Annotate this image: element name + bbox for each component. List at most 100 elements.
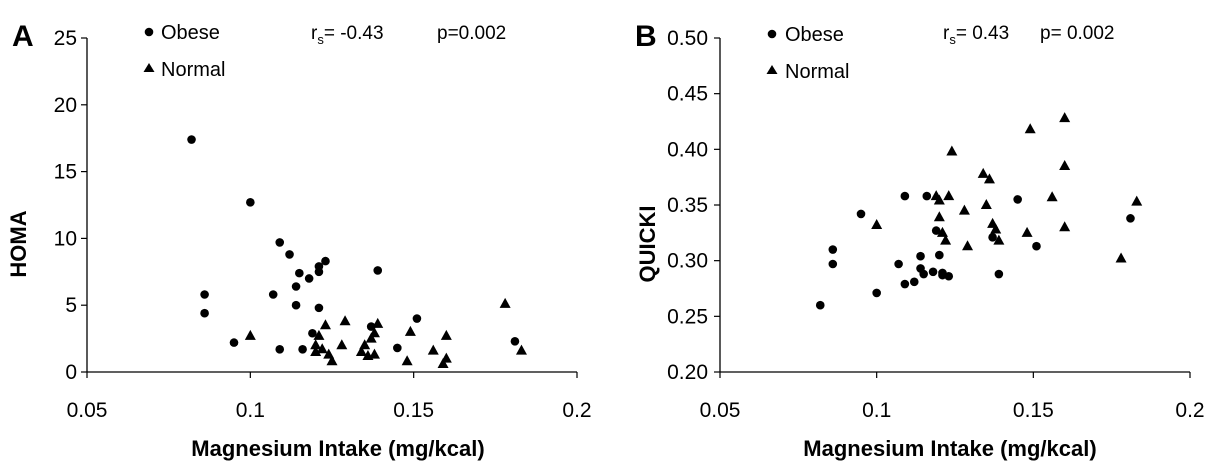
x-tick-label: 0.2 [1175, 399, 1204, 422]
x-axis-label: Magnesium Intake (mg/kcal) [191, 436, 484, 461]
obese-point [916, 251, 925, 261]
panel-letter: A [12, 20, 34, 53]
obese-point [944, 271, 954, 281]
y-tick-labels: 0.20 0.25 0.30 0.35 0.40 0.45 0.50 [667, 27, 708, 384]
y-tick-label: 10 [54, 227, 77, 250]
normal-point [404, 325, 416, 336]
data-points [815, 112, 1143, 310]
obese-point [856, 209, 866, 219]
normal-point [1115, 252, 1127, 263]
normal-point [313, 329, 325, 340]
obese-point [393, 343, 402, 353]
x-tick-label: 0.15 [1013, 399, 1054, 422]
obese-point [815, 300, 825, 310]
obese-point [295, 268, 304, 278]
obese-point [321, 256, 330, 266]
legend-obese-marker [767, 29, 777, 39]
rs-prefix: r [311, 23, 318, 44]
normal-point [368, 348, 380, 359]
normal-point [515, 344, 527, 355]
obese-point [373, 266, 383, 275]
normal-point [1059, 160, 1071, 171]
panel-a: A 0.05 0.1 0.15 0.2 0 5 10 15 20 25 Magnesium In… [6, 20, 592, 461]
normal-point [933, 211, 945, 222]
obese-point [1013, 195, 1022, 204]
normal-point [319, 319, 331, 330]
normal-point [310, 339, 322, 350]
y-tick-label: 5 [65, 294, 77, 317]
obese-point [919, 269, 928, 279]
normal-point [339, 315, 351, 326]
obese-point [1032, 241, 1041, 251]
normal-point [336, 339, 348, 350]
legend-obese-label: Obese [785, 24, 844, 46]
data-points [187, 135, 527, 368]
legend-normal-label: Normal [161, 59, 225, 81]
obese-point [246, 198, 255, 207]
obese-point [229, 338, 239, 347]
normal-point [958, 204, 970, 215]
x-tick-label: 0.1 [236, 399, 265, 422]
normal-point [401, 355, 413, 366]
obese-point [314, 262, 324, 271]
obese-point [412, 314, 422, 323]
normal-point [355, 345, 367, 356]
axes [81, 37, 578, 378]
obese-point [988, 232, 997, 242]
normal-point [499, 297, 511, 308]
rs-value: = -0.43 [324, 23, 384, 44]
normal-point [1059, 112, 1071, 123]
normal-point [323, 348, 335, 359]
obese-point [187, 135, 196, 144]
y-axis-label: HOMA [6, 210, 31, 277]
obese-point [909, 277, 919, 287]
normal-point [1131, 195, 1143, 206]
obese-point [366, 322, 376, 331]
obese-point [872, 288, 881, 298]
normal-point [977, 167, 989, 178]
obese-point [314, 303, 324, 313]
x-tick-label: 0.1 [862, 399, 891, 422]
normal-point [326, 355, 338, 366]
obese-point [994, 269, 1004, 279]
normal-point [943, 190, 955, 201]
x-tick-label: 0.2 [562, 399, 591, 422]
obese-point [510, 336, 520, 346]
p-value: p=0.002 [437, 23, 506, 44]
normal-point [310, 345, 322, 356]
correlation-stat: rs= -0.43 [311, 23, 384, 47]
legend-normal-label: Normal [785, 61, 849, 83]
y-tick-label: 0.25 [667, 305, 708, 328]
normal-point [990, 223, 1002, 234]
y-tick-label: 0.45 [667, 83, 708, 106]
y-tick-label: 15 [54, 161, 77, 184]
normal-point [1021, 226, 1033, 237]
axes [714, 37, 1191, 378]
x-tick-label: 0.05 [67, 399, 108, 422]
rs-subscript: s [317, 32, 324, 47]
obese-point [298, 344, 307, 354]
normal-point [440, 352, 452, 363]
normal-point [365, 332, 377, 343]
obese-point [200, 308, 209, 318]
obese-point [275, 238, 285, 247]
x-tick-label: 0.05 [700, 399, 741, 422]
obese-point [200, 290, 209, 299]
normal-point [980, 199, 992, 209]
y-tick-label: 0.50 [667, 27, 708, 50]
obese-point [828, 245, 838, 254]
normal-point [1024, 123, 1036, 134]
y-axis-label: QUICKI [635, 206, 660, 283]
obese-point [922, 191, 932, 201]
obese-point [291, 300, 301, 310]
normal-point [359, 339, 371, 350]
y-tick-label: 0.30 [667, 250, 708, 273]
obese-point [931, 226, 941, 235]
correlation-stat: rs= 0.43 [943, 23, 1009, 47]
legend: Obese Normal [143, 22, 225, 81]
rs-value: = 0.43 [956, 23, 1009, 44]
legend-obese-label: Obese [161, 22, 220, 44]
legend-normal-marker [766, 65, 778, 74]
normal-point [936, 226, 948, 237]
y-tick-label: 0.40 [667, 138, 708, 161]
